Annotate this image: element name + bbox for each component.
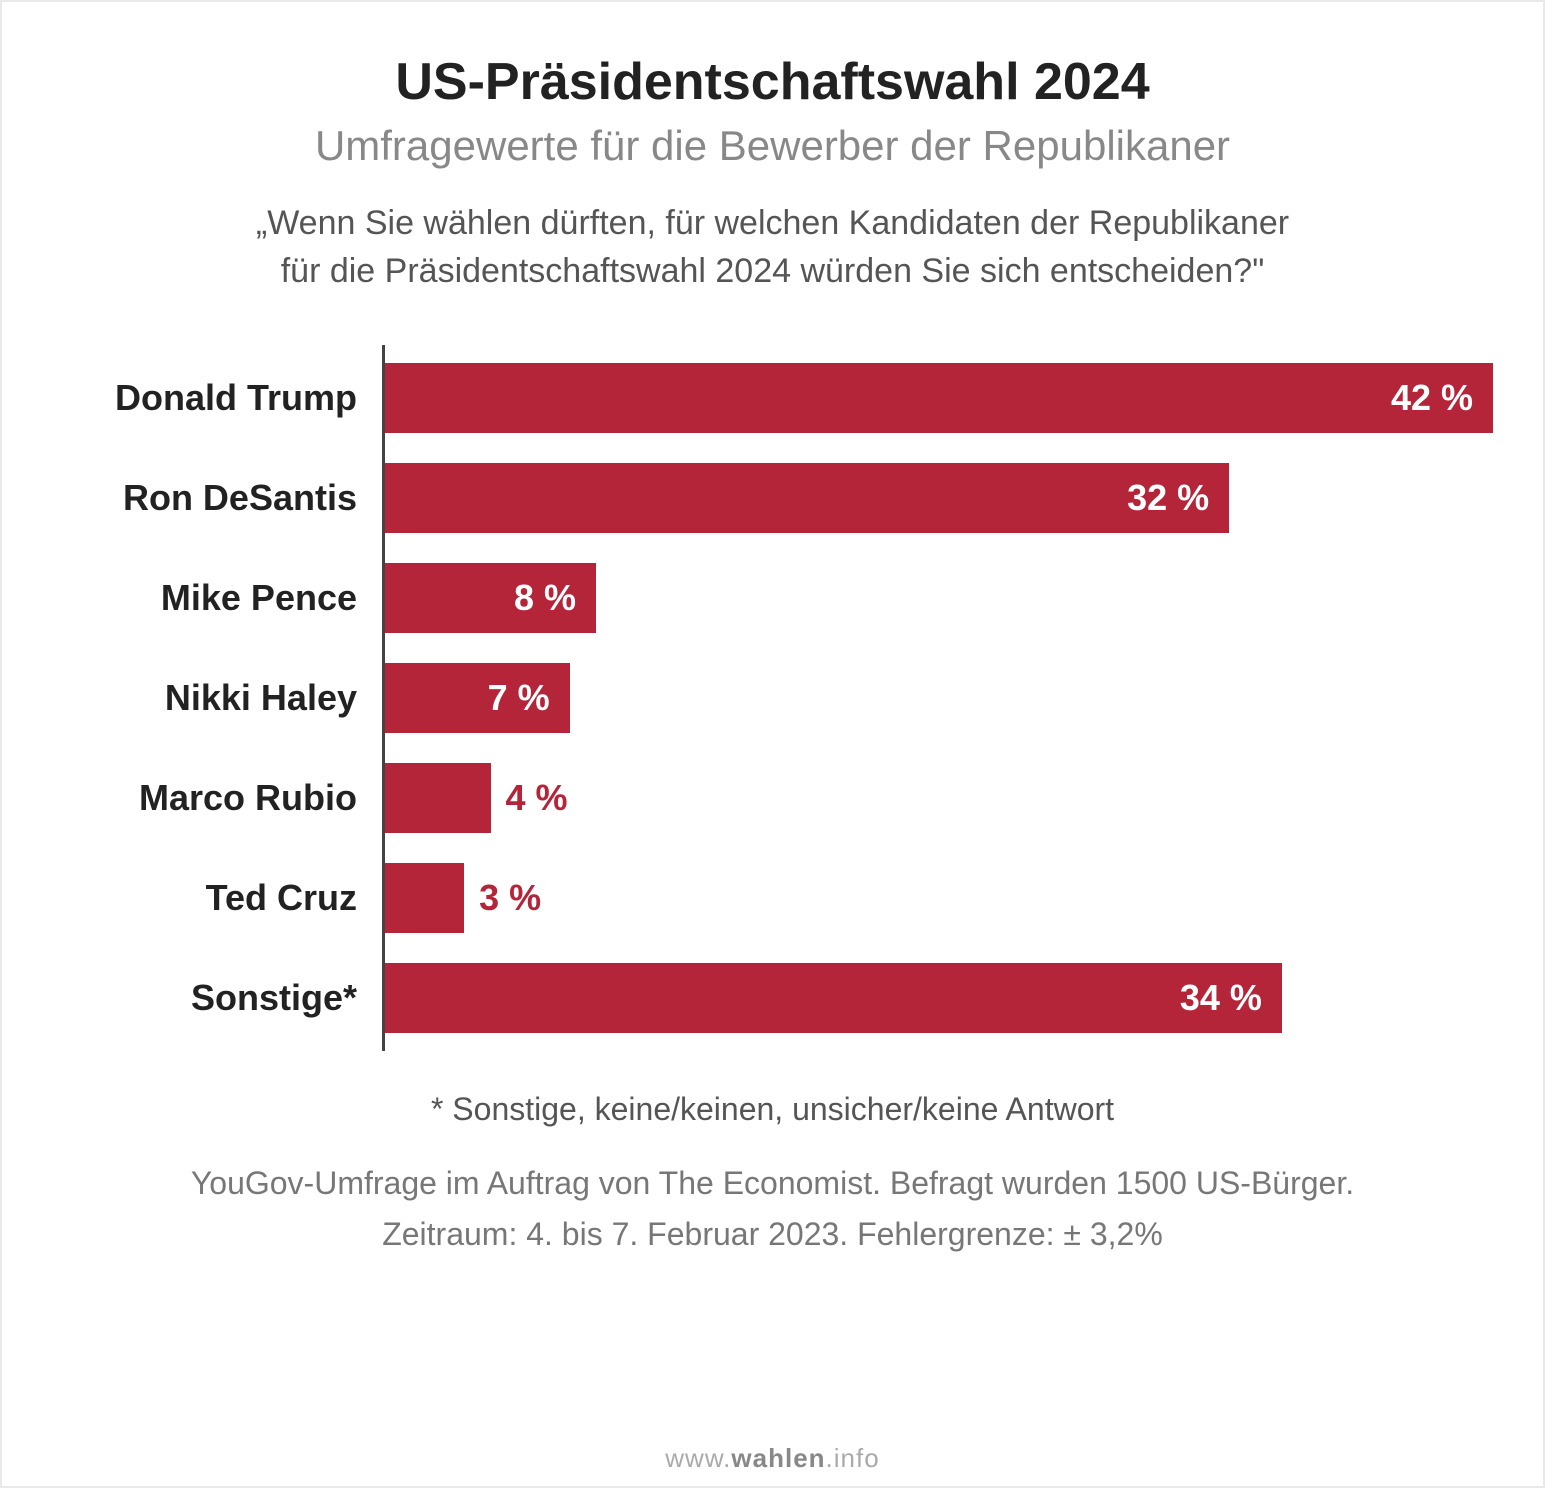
bar-row: 7 % bbox=[385, 663, 1493, 733]
bar-row: 4 % bbox=[385, 763, 1493, 833]
bar-chart: Donald Trump Ron DeSantis Mike Pence Nikki … bbox=[52, 345, 1493, 1051]
bar-row: 42 % bbox=[385, 363, 1493, 433]
bar-row: 32 % bbox=[385, 463, 1493, 533]
source-line-1: YouGov-Umfrage im Auftrag von The Econom… bbox=[52, 1158, 1493, 1209]
question-line-2: für die Präsidentschaftswahl 2024 würden… bbox=[52, 248, 1493, 296]
watermark-bold: wahlen bbox=[731, 1443, 825, 1473]
source-note: YouGov-Umfrage im Auftrag von The Econom… bbox=[52, 1158, 1493, 1260]
bar: 7 % bbox=[385, 663, 570, 733]
bar: 42 % bbox=[385, 363, 1493, 433]
bar-value-label: 4 % bbox=[491, 777, 568, 819]
candidate-label: Sonstige* bbox=[52, 963, 382, 1033]
candidate-label: Ron DeSantis bbox=[52, 463, 382, 533]
chart-frame: US-Präsidentschaftswahl 2024 Umfragewert… bbox=[0, 0, 1545, 1488]
watermark: www.wahlen.info bbox=[2, 1443, 1543, 1474]
source-line-2: Zeitraum: 4. bis 7. Februar 2023. Fehler… bbox=[52, 1209, 1493, 1260]
labels-column: Donald Trump Ron DeSantis Mike Pence Nikki … bbox=[52, 345, 382, 1051]
watermark-prefix: www. bbox=[665, 1443, 731, 1473]
candidate-label: Ted Cruz bbox=[52, 863, 382, 933]
bar-row: 34 % bbox=[385, 963, 1493, 1033]
watermark-suffix: .info bbox=[826, 1443, 880, 1473]
question-line-1: „Wenn Sie wählen dürften, für welchen Ka… bbox=[52, 200, 1493, 248]
bars-column: 42 % 32 % 8 % 7 % 4 % 3 % 34 % bbox=[382, 345, 1493, 1051]
candidate-label: Mike Pence bbox=[52, 563, 382, 633]
bar-row: 8 % bbox=[385, 563, 1493, 633]
bar bbox=[385, 863, 464, 933]
chart-title: US-Präsidentschaftswahl 2024 bbox=[52, 52, 1493, 112]
bar-row: 3 % bbox=[385, 863, 1493, 933]
bar bbox=[385, 763, 491, 833]
chart-subtitle: Umfragewerte für die Bewerber der Republ… bbox=[52, 122, 1493, 170]
candidate-label: Nikki Haley bbox=[52, 663, 382, 733]
bar: 34 % bbox=[385, 963, 1282, 1033]
candidate-label: Marco Rubio bbox=[52, 763, 382, 833]
candidate-label: Donald Trump bbox=[52, 363, 382, 433]
bar-value-label: 3 % bbox=[464, 877, 541, 919]
bar: 8 % bbox=[385, 563, 596, 633]
survey-question: „Wenn Sie wählen dürften, für welchen Ka… bbox=[52, 200, 1493, 295]
bar: 32 % bbox=[385, 463, 1229, 533]
footnote: * Sonstige, keine/keinen, unsicher/keine… bbox=[52, 1091, 1493, 1128]
